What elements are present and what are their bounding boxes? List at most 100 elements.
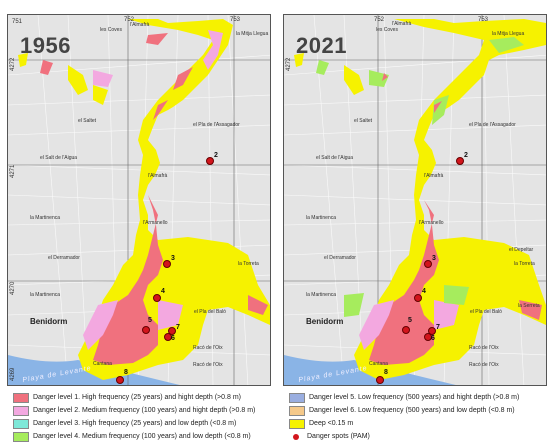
coord-x-753: 753: [478, 17, 489, 23]
legend-label: Danger level 5. Low frequency (500 years…: [309, 394, 520, 401]
spot-number: 4: [422, 288, 426, 295]
danger-spot: [142, 326, 150, 334]
legend-label: Danger level 4. Medium frequency (100 ye…: [33, 433, 251, 440]
place-label: el Saltet: [354, 118, 373, 124]
place-label: la Martinenca: [30, 215, 61, 221]
legend-label: Danger level 6. Low frequency (500 years…: [309, 407, 515, 414]
legend-swatch: [13, 431, 29, 442]
place-label: Racó de l'Oix: [469, 345, 499, 351]
place-label: l'Almafrà: [392, 21, 412, 27]
place-label: el Derramador: [48, 255, 80, 261]
place-label: l'Almafrà: [148, 173, 168, 179]
legend-item: Danger level 1. High frequency (25 years…: [13, 392, 241, 403]
place-label: el Derramador: [324, 255, 356, 261]
place-label: la Torreta: [514, 261, 535, 267]
place-label: Cantana: [369, 361, 388, 367]
legend-label: Deep <0.15 m: [309, 420, 354, 427]
place-label: l'Almafrà: [130, 22, 150, 28]
danger-spot: [168, 327, 176, 335]
place-label: l'Armanello: [419, 220, 444, 226]
danger-spot: [206, 157, 214, 165]
place-label: el Pla de l'Assagador: [469, 122, 516, 128]
place-label: les Coves: [376, 27, 398, 33]
spot-number: 4: [161, 288, 165, 295]
coord-y-4270: 4270: [10, 281, 16, 295]
danger-spot: [456, 157, 464, 165]
place-label-city: Benidorm: [30, 317, 68, 326]
place-label: el Pla del Baló: [470, 309, 502, 315]
legend-swatch: [289, 405, 305, 416]
coord-y-4271: 4271: [10, 164, 16, 178]
legend-item: Danger level 4. Medium frequency (100 ye…: [13, 431, 251, 442]
place-label: la Mitja Llegua: [492, 31, 525, 37]
place-label: el Pla del Baló: [194, 309, 226, 315]
legend-swatch: [289, 392, 305, 403]
legend-label: Danger level 1. High frequency (25 years…: [33, 394, 241, 401]
place-label: Cantana: [93, 361, 112, 367]
place-label: Racó de l'Oix: [193, 362, 223, 368]
place-label: el Salt de l'Aigua: [40, 155, 78, 161]
place-label: la Martinenca: [306, 292, 337, 298]
map-panel-1956: 1956 752 753 751 4272 4271 4270 4269 les…: [7, 14, 271, 386]
spot-number: 8: [124, 369, 128, 376]
spot-number: 6: [171, 335, 175, 342]
map-legend: Danger level 1. High frequency (25 years…: [7, 390, 547, 446]
danger-spot: [376, 376, 384, 384]
coord-y-4272: 4272: [10, 57, 16, 71]
spot-number: 8: [384, 369, 388, 376]
legend-item: Danger level 6. Low frequency (500 years…: [289, 405, 515, 416]
place-label: la Torreta: [238, 261, 259, 267]
place-label: el Depeltar: [509, 247, 534, 253]
legend-item: Danger level 5. Low frequency (500 years…: [289, 392, 519, 403]
place-label: la Martinenca: [30, 292, 61, 298]
flood-map-1956: [8, 15, 270, 385]
spot-number: 6: [431, 335, 435, 342]
spot-number: 5: [148, 317, 152, 324]
coord-x-751: 751: [12, 19, 23, 25]
legend-item: Danger spots (PAM): [289, 431, 370, 442]
legend-item: Deep <0.15 m: [289, 418, 353, 429]
danger-spot: [414, 294, 422, 302]
place-label: el Saltet: [78, 118, 97, 124]
danger-spot: [163, 260, 171, 268]
spot-number: 7: [436, 324, 440, 331]
place-label: la Martinenca: [306, 215, 337, 221]
danger-spot: [402, 326, 410, 334]
spot-number: 3: [432, 255, 436, 262]
coord-y-4269: 4269: [10, 367, 16, 381]
place-label: la Mitja Llegua: [236, 31, 269, 37]
place-label: el Pla de l'Assagador: [193, 122, 240, 128]
spot-number: 3: [171, 255, 175, 262]
spot-number: 2: [464, 152, 468, 159]
place-label: la Serreta: [518, 303, 540, 309]
place-label: Racó de l'Oix: [193, 345, 223, 351]
place-label: Racó de l'Oix: [469, 362, 499, 368]
year-label: 1956: [20, 33, 71, 58]
flood-map-2021: [284, 15, 546, 385]
place-label: el Salt de l'Aigua: [316, 155, 354, 161]
place-label: l'Almafrà: [424, 173, 444, 179]
danger-spot: [424, 260, 432, 268]
legend-label: Danger spots (PAM): [307, 433, 370, 440]
year-label: 2021: [296, 33, 347, 58]
danger-spot: [116, 376, 124, 384]
place-label-city: Benidorm: [306, 317, 344, 326]
legend-item: Danger level 3. High frequency (25 years…: [13, 418, 236, 429]
legend-swatch: [13, 405, 29, 416]
legend-swatch: [289, 418, 305, 429]
danger-spot: [428, 327, 436, 335]
danger-spot: [153, 294, 161, 302]
spot-number: 5: [408, 317, 412, 324]
coord-x-752: 752: [124, 17, 135, 23]
coord-x-752: 752: [374, 17, 385, 23]
legend-swatch: [13, 392, 29, 403]
legend-swatch: [13, 418, 29, 429]
map-panel-2021: 2021 752 753 4272 les Coves l'Almafrà la…: [283, 14, 547, 386]
spot-number: 2: [214, 152, 218, 159]
legend-label: Danger level 2. Medium frequency (100 ye…: [33, 407, 256, 414]
spot-number: 7: [176, 324, 180, 331]
legend-label: Danger level 3. High frequency (25 years…: [33, 420, 237, 427]
place-label: les Coves: [100, 27, 122, 33]
legend-dot: [293, 433, 299, 440]
coord-x-753: 753: [230, 17, 241, 23]
